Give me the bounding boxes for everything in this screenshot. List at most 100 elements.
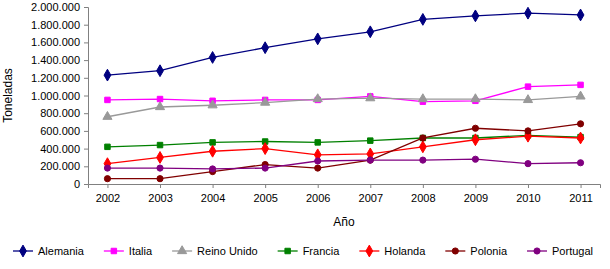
tick-label: 2008 bbox=[411, 192, 435, 204]
marker bbox=[525, 84, 530, 89]
tick-mark bbox=[84, 149, 88, 150]
legend-marker bbox=[111, 248, 116, 253]
series-area bbox=[103, 7, 585, 181]
tick-mark bbox=[475, 184, 476, 188]
tick-mark bbox=[84, 96, 88, 97]
marker bbox=[577, 160, 583, 166]
y-axis: 0 200.000 400.000 600.000 800.000 1.000.000 1.… bbox=[31, 1, 88, 190]
legend-label: Holanda bbox=[384, 245, 426, 257]
line bbox=[107, 13, 580, 75]
tick: 2003 bbox=[148, 184, 172, 204]
tick-mark bbox=[84, 184, 88, 185]
tick-mark bbox=[213, 184, 214, 188]
marker bbox=[419, 14, 426, 26]
marker bbox=[471, 94, 480, 102]
marker bbox=[523, 95, 532, 103]
legend-label: Reino Unido bbox=[197, 245, 258, 257]
tick-label: 1.200.000 bbox=[31, 72, 80, 84]
marker bbox=[105, 97, 110, 102]
tick-label: 2002 bbox=[96, 192, 120, 204]
marker bbox=[576, 91, 585, 99]
marker bbox=[208, 100, 217, 108]
tick-mark bbox=[84, 131, 88, 132]
series bbox=[104, 156, 583, 172]
tick: 1.800.000 bbox=[31, 19, 88, 31]
tick-label: 2005 bbox=[253, 192, 277, 204]
axis-line bbox=[84, 8, 89, 185]
tick: 2008 bbox=[411, 184, 435, 204]
y-axis-title: Toneladas bbox=[1, 68, 15, 123]
tick: 400.000 bbox=[40, 143, 88, 155]
marker bbox=[210, 140, 215, 145]
tick-mark bbox=[84, 166, 88, 167]
marker bbox=[418, 94, 427, 102]
marker bbox=[262, 165, 268, 171]
marker bbox=[577, 132, 584, 144]
legend-item: Francia bbox=[278, 245, 341, 257]
line bbox=[107, 96, 580, 116]
legend-item: Polonia bbox=[445, 245, 508, 257]
marker bbox=[578, 82, 583, 87]
legend-item: Alemania bbox=[13, 245, 85, 257]
tick-label: 2.000.000 bbox=[31, 1, 80, 13]
marker bbox=[525, 161, 531, 167]
tick: 2002 bbox=[96, 184, 120, 204]
tick-label: 2010 bbox=[516, 192, 540, 204]
tick-label: 1.000.000 bbox=[31, 90, 80, 102]
marker bbox=[209, 166, 215, 172]
tick-mark bbox=[528, 184, 529, 188]
tick-mark bbox=[581, 184, 582, 188]
tick-label: 2003 bbox=[148, 192, 172, 204]
legend-label: Polonia bbox=[470, 245, 508, 257]
series bbox=[104, 7, 584, 81]
tick: 2007 bbox=[359, 184, 383, 204]
marker bbox=[577, 121, 583, 127]
marker bbox=[155, 102, 164, 110]
tick: 1.400.000 bbox=[31, 54, 88, 66]
legend-marker bbox=[285, 248, 290, 253]
tick-label: 1.800.000 bbox=[31, 19, 80, 31]
line bbox=[107, 136, 580, 163]
marker bbox=[262, 42, 269, 54]
tick-label: 1.400.000 bbox=[31, 54, 80, 66]
tick: 2009 bbox=[464, 184, 488, 204]
tick-mark bbox=[84, 42, 88, 43]
chart: 0 200.000 400.000 600.000 800.000 1.000.000 1.… bbox=[0, 0, 610, 269]
tick-mark bbox=[265, 184, 266, 188]
marker bbox=[313, 94, 322, 102]
tick-mark bbox=[84, 7, 88, 8]
marker bbox=[261, 97, 270, 105]
marker bbox=[420, 135, 425, 140]
tick: 1.200.000 bbox=[31, 72, 88, 84]
legend-label: Alemania bbox=[38, 245, 85, 257]
tick: 600.000 bbox=[40, 125, 88, 137]
tick: 800.000 bbox=[40, 107, 88, 119]
marker bbox=[577, 9, 584, 21]
marker bbox=[157, 152, 164, 164]
marker bbox=[262, 143, 269, 155]
marker bbox=[472, 156, 478, 162]
marker bbox=[103, 111, 112, 119]
marker bbox=[367, 157, 373, 163]
series bbox=[105, 133, 584, 150]
tick: 2004 bbox=[201, 184, 225, 204]
marker bbox=[315, 158, 321, 164]
series bbox=[104, 121, 583, 182]
legend-label: Francia bbox=[303, 245, 341, 257]
tick-label: 2004 bbox=[201, 192, 225, 204]
line bbox=[107, 124, 580, 179]
tick-label: 200.000 bbox=[40, 160, 80, 172]
tick-mark bbox=[370, 184, 371, 188]
legend-marker bbox=[178, 246, 187, 254]
tick: 0 bbox=[74, 178, 88, 190]
marker bbox=[525, 128, 531, 134]
tick-label: 2011 bbox=[569, 192, 593, 204]
line bbox=[107, 159, 580, 169]
tick: 2006 bbox=[306, 184, 330, 204]
legend: AlemaniaItaliaReino UnidoFranciaHolandaP… bbox=[13, 245, 593, 257]
marker bbox=[104, 176, 110, 182]
tick-label: 0 bbox=[74, 178, 80, 190]
plot: 0 200.000 400.000 600.000 800.000 1.000.000 1.… bbox=[31, 1, 600, 204]
tick-mark bbox=[84, 60, 88, 61]
tick-label: 800.000 bbox=[40, 107, 80, 119]
